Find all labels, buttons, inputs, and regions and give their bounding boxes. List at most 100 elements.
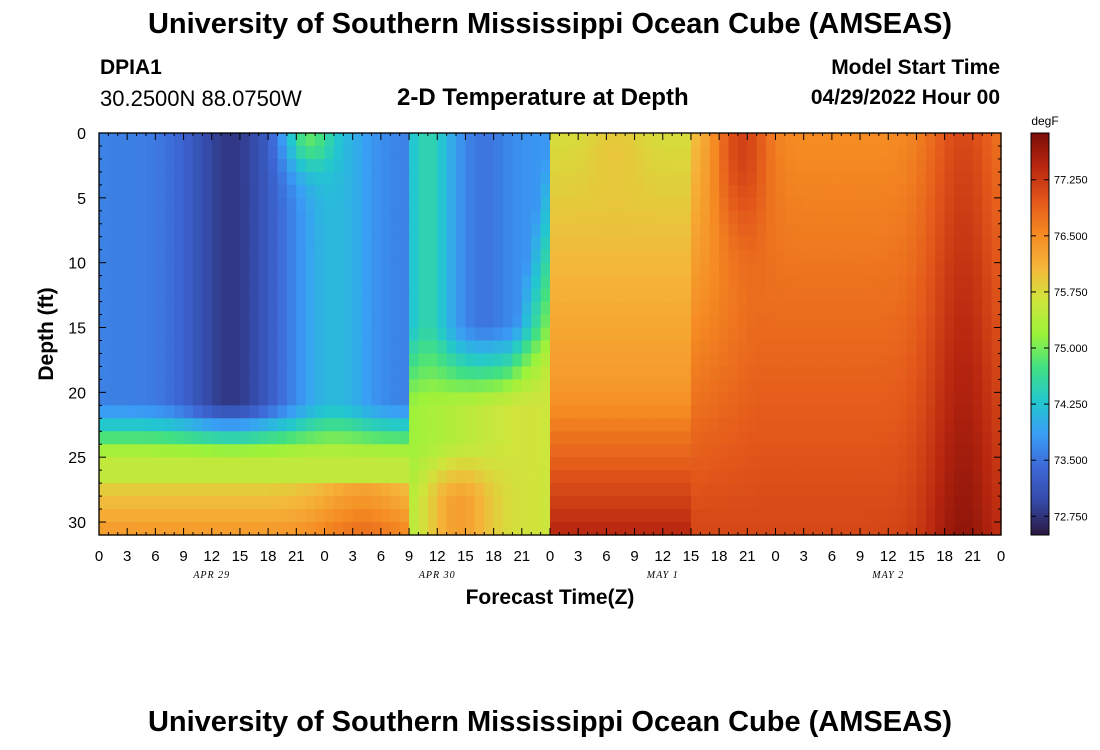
heatmap-cell xyxy=(672,262,683,277)
heatmap-cell xyxy=(681,483,692,497)
heatmap-cell xyxy=(860,133,871,147)
heatmap-cell xyxy=(982,366,993,380)
heatmap-cell xyxy=(127,405,138,419)
heatmap-cell xyxy=(202,197,213,212)
heatmap-cell xyxy=(982,236,993,251)
heatmap-cell xyxy=(484,275,495,290)
heatmap-cell xyxy=(841,262,852,277)
heatmap-cell xyxy=(296,483,307,497)
heatmap-cell xyxy=(662,327,673,342)
heatmap-cell xyxy=(239,470,250,484)
heatmap-cell xyxy=(841,223,852,238)
heatmap-cell xyxy=(719,158,730,173)
heatmap-cell xyxy=(587,301,598,316)
heatmap-cell xyxy=(643,171,654,186)
heatmap-cell xyxy=(315,171,326,186)
heatmap-cell xyxy=(690,223,701,238)
heatmap-cell xyxy=(784,133,795,147)
heatmap-cell xyxy=(390,171,401,186)
heatmap-cell xyxy=(709,249,720,264)
heatmap-cell xyxy=(380,184,391,199)
heatmap-cell xyxy=(371,405,382,419)
heatmap-cell xyxy=(145,327,156,342)
heatmap-cell xyxy=(174,457,185,471)
heatmap-cell xyxy=(183,457,194,471)
heatmap-cell xyxy=(409,301,420,316)
heatmap-cell xyxy=(362,457,373,471)
heatmap-cell xyxy=(221,457,232,471)
heatmap-cell xyxy=(315,496,326,510)
heatmap-cell xyxy=(653,509,664,523)
heatmap-cell xyxy=(700,171,711,186)
heatmap-cell xyxy=(888,405,899,419)
heatmap-cell xyxy=(352,171,363,186)
heatmap-cell xyxy=(136,522,147,536)
heatmap-cell xyxy=(521,444,532,458)
heatmap-cell xyxy=(991,509,1002,523)
heatmap-cell xyxy=(183,301,194,316)
heatmap-cell xyxy=(925,262,936,277)
heatmap-cell xyxy=(643,431,654,445)
heatmap-cell xyxy=(615,353,626,368)
heatmap-cell xyxy=(596,301,607,316)
heatmap-cell xyxy=(860,275,871,290)
heatmap-cell xyxy=(352,210,363,225)
heatmap-cell xyxy=(192,223,203,238)
heatmap-cell xyxy=(512,379,523,393)
heatmap-cell xyxy=(484,171,495,186)
heatmap-cell xyxy=(446,457,457,471)
heatmap-cell xyxy=(145,418,156,432)
heatmap-cell xyxy=(399,457,410,471)
heatmap-cell xyxy=(794,171,805,186)
heatmap-cell xyxy=(972,249,983,264)
heatmap-cell xyxy=(286,522,297,536)
heatmap-cell xyxy=(888,366,899,380)
heatmap-cell xyxy=(493,405,504,419)
heatmap-cell xyxy=(587,275,598,290)
heatmap-cell xyxy=(643,158,654,173)
heatmap-cell xyxy=(296,431,307,445)
heatmap-cell xyxy=(99,353,109,368)
heatmap-cell xyxy=(371,496,382,510)
heatmap-cell xyxy=(343,392,354,406)
heatmap-cell xyxy=(145,353,156,368)
heatmap-cell xyxy=(991,249,1002,264)
heatmap-cell xyxy=(174,340,185,355)
heatmap-cell xyxy=(982,158,993,173)
heatmap-cell xyxy=(662,457,673,471)
heatmap-cell xyxy=(474,262,485,277)
heatmap-cell xyxy=(803,457,814,471)
heatmap-cell xyxy=(860,262,871,277)
heatmap-cell xyxy=(625,483,636,497)
x-tick-label: 6 xyxy=(151,548,159,565)
heatmap-cell xyxy=(145,405,156,419)
heatmap-cell xyxy=(615,392,626,406)
heatmap-cell xyxy=(550,145,560,160)
heatmap-cell xyxy=(409,353,420,368)
heatmap-cell xyxy=(127,262,138,277)
heatmap-cell xyxy=(324,327,335,342)
heatmap-cell xyxy=(512,314,523,329)
heatmap-cell xyxy=(333,288,344,303)
heatmap-cell xyxy=(747,301,758,316)
heatmap-cell xyxy=(296,379,307,393)
heatmap-cell xyxy=(606,366,617,380)
heatmap-cell xyxy=(211,366,222,380)
heatmap-cell xyxy=(380,223,391,238)
heatmap-cell xyxy=(831,262,842,277)
heatmap-cell xyxy=(860,522,871,536)
heatmap-cell xyxy=(371,275,382,290)
heatmap-cell xyxy=(737,262,748,277)
heatmap-cell xyxy=(286,457,297,471)
heatmap-cell xyxy=(474,223,485,238)
heatmap-cell xyxy=(954,288,965,303)
heatmap-cell xyxy=(907,470,918,484)
heatmap-cell xyxy=(249,431,260,445)
heatmap-cell xyxy=(258,392,269,406)
heatmap-cell xyxy=(878,210,889,225)
heatmap-cell xyxy=(230,418,241,432)
heatmap-cell xyxy=(681,431,692,445)
heatmap-cell xyxy=(596,197,607,212)
heatmap-cell xyxy=(249,366,260,380)
heatmap-cell xyxy=(860,470,871,484)
